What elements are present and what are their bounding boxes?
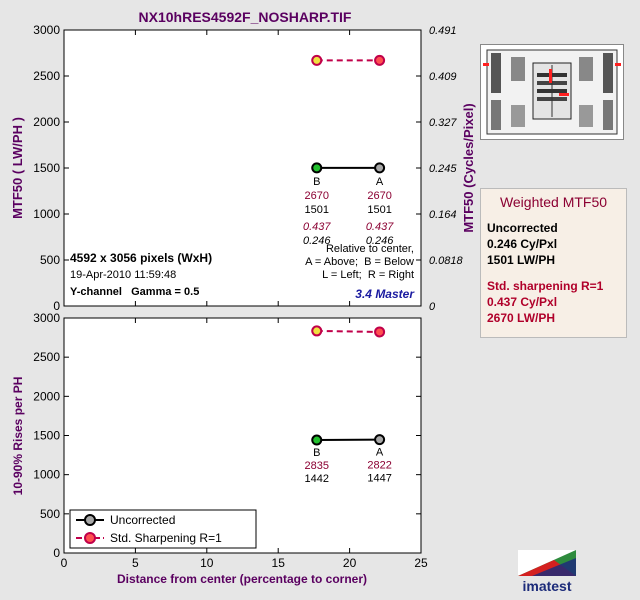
legend-sharpened-marker <box>84 532 96 544</box>
bottom-series-line-1 <box>316 329 380 333</box>
top-point-cypx-sharpened: 0.437 <box>366 221 394 233</box>
top-y-axis-label: MTF50 ( LW/PH ) <box>10 117 25 219</box>
panel-uncorrected-cy: 0.246 Cy/Pxl <box>487 237 558 251</box>
imatest-logo: imatest <box>514 548 580 596</box>
bottom-y-ticks: 0 500 1000 1500 2000 2500 3000 <box>33 311 421 560</box>
bottom-x-tick-label: 15 <box>272 556 286 570</box>
bottom-y-tick-label: 0 <box>53 546 60 560</box>
top-series-0-point <box>311 162 323 174</box>
panel-title: Weighted MTF50 <box>499 194 608 210</box>
bottom-plot: 0 500 1000 1500 2000 2500 3000 0 5 10 15 20 25 B283… <box>11 311 428 586</box>
panel-sharpened-cy: 0.437 Cy/Pxl <box>487 295 558 309</box>
panel-uncorrected-lw: 1501 LW/PH <box>487 253 556 267</box>
top-point-cypx-sharpened: 0.437 <box>303 221 331 233</box>
bottom-point-position: B <box>313 447 320 459</box>
bottom-point-value-sharpened: 2822 <box>367 460 391 472</box>
legend: Uncorrected Std. Sharpening R=1 <box>69 509 257 549</box>
top-point-lwph-sharpened: 2670 <box>305 190 329 202</box>
top-y-tick-label: 0 <box>53 299 60 313</box>
imatest-logo-text: imatest <box>522 578 572 594</box>
bottom-series-1-point <box>374 326 386 338</box>
bottom-y-tick-label: 3000 <box>33 311 60 325</box>
top-point-cypx: 0.246 <box>366 235 394 247</box>
top-y2-tick-label: 0.0818 <box>429 255 464 267</box>
top-y2-ticks: 0 0.0818 0.164 0.245 0.327 0.409 0.491 <box>429 25 464 313</box>
top-y2-tick-label: 0.409 <box>429 71 457 83</box>
bottom-series-0-point <box>311 434 323 446</box>
bottom-y-tick-label: 1500 <box>33 429 60 443</box>
top-plot: 0 500 1000 1500 2000 2500 3000 0 0.0818 0.164 0.2… <box>10 23 476 313</box>
top-point-labels: B 2670 1501 0.437 0.246 A 2670 1501 0.437 0.246 <box>303 176 394 247</box>
bottom-series <box>311 325 386 446</box>
bottom-y-tick-label: 2500 <box>33 350 60 364</box>
top-y-tick-label: 2500 <box>33 69 60 83</box>
bottom-series-1-point <box>311 325 323 337</box>
legend-sharpened-label: Std. Sharpening R=1 <box>110 531 222 545</box>
top-y-tick-label: 1000 <box>33 207 60 221</box>
top-y2-tick-label: 0.327 <box>429 117 457 129</box>
top-y-tick-label: 2000 <box>33 115 60 129</box>
bottom-point-position: A <box>376 447 384 459</box>
relative-note-3: L = Left; R = Right <box>322 269 414 281</box>
bottom-x-tick-label: 25 <box>414 556 428 570</box>
top-y-tick-label: 3000 <box>33 23 60 37</box>
top-y2-tick-label: 0 <box>429 301 436 313</box>
bottom-series-0-point <box>374 434 386 446</box>
top-y2-tick-label: 0.491 <box>429 25 457 37</box>
bottom-x-ticks: 0 5 10 15 20 25 <box>61 318 428 570</box>
version-text: 3.4 Master <box>355 287 415 301</box>
top-point-position: A <box>376 176 384 188</box>
imatest-logo-mark <box>518 550 576 576</box>
relative-note-2: A = Above; B = Below <box>305 256 414 268</box>
panel-sharpened-heading: Std. sharpening R=1 <box>487 279 604 293</box>
thumbnail-image <box>481 45 623 139</box>
test-chart-thumbnail <box>480 44 624 140</box>
top-series-1-point <box>311 54 323 66</box>
top-point-lwph-sharpened: 2670 <box>367 190 391 202</box>
bottom-point-value: 1442 <box>305 473 329 485</box>
bottom-y-tick-label: 500 <box>40 507 60 521</box>
top-y-tick-label: 500 <box>40 253 60 267</box>
top-y2-tick-label: 0.164 <box>429 209 457 221</box>
top-y2-tick-label: 0.245 <box>429 163 457 175</box>
relative-note-1: Relative to center, <box>326 243 414 255</box>
chart-title: NX10hRES4592F_NOSHARP.TIF <box>139 9 352 25</box>
bottom-y-axis-label: 10-90% Rises per PH <box>11 377 25 496</box>
top-series-1-point <box>374 54 386 66</box>
bottom-x-tick-label: 0 <box>61 556 68 570</box>
legend-uncorrected-marker <box>84 514 96 526</box>
channel-text: Y-channel Gamma = 0.5 <box>70 286 199 298</box>
top-series <box>311 54 386 174</box>
image-size-text: 4592 x 3056 pixels (WxH) <box>70 251 212 265</box>
bottom-y-tick-label: 2000 <box>33 389 60 403</box>
legend-box <box>69 509 257 549</box>
bottom-x-tick-label: 5 <box>132 556 139 570</box>
panel-uncorrected-heading: Uncorrected <box>487 221 558 235</box>
top-y2-axis-label: MTF50 (Cycles/Pixel) <box>461 103 476 232</box>
legend-uncorrected-label: Uncorrected <box>110 513 175 527</box>
panel-sharpened-lw: 2670 LW/PH <box>487 311 556 325</box>
bottom-point-value: 1447 <box>367 473 391 485</box>
bottom-x-tick-label: 20 <box>343 556 357 570</box>
top-series-0-point <box>374 162 386 174</box>
bottom-point-value-sharpened: 2835 <box>305 460 329 472</box>
top-y-tick-label: 1500 <box>33 161 60 175</box>
top-point-position: B <box>313 176 320 188</box>
top-point-cypx: 0.246 <box>303 235 331 247</box>
bottom-y-tick-label: 1000 <box>33 468 60 482</box>
bottom-x-axis-label: Distance from center (percentage to corn… <box>117 572 367 586</box>
bottom-x-tick-label: 10 <box>200 556 214 570</box>
date-text: 19-Apr-2010 11:59:48 <box>70 269 176 281</box>
top-y-ticks: 0 500 1000 1500 2000 2500 3000 <box>33 23 422 313</box>
top-point-lwph: 1501 <box>367 204 391 216</box>
top-point-lwph: 1501 <box>305 204 329 216</box>
weighted-mtf50-panel: Weighted MTF50 Uncorrected 0.246 Cy/Pxl … <box>480 188 627 338</box>
